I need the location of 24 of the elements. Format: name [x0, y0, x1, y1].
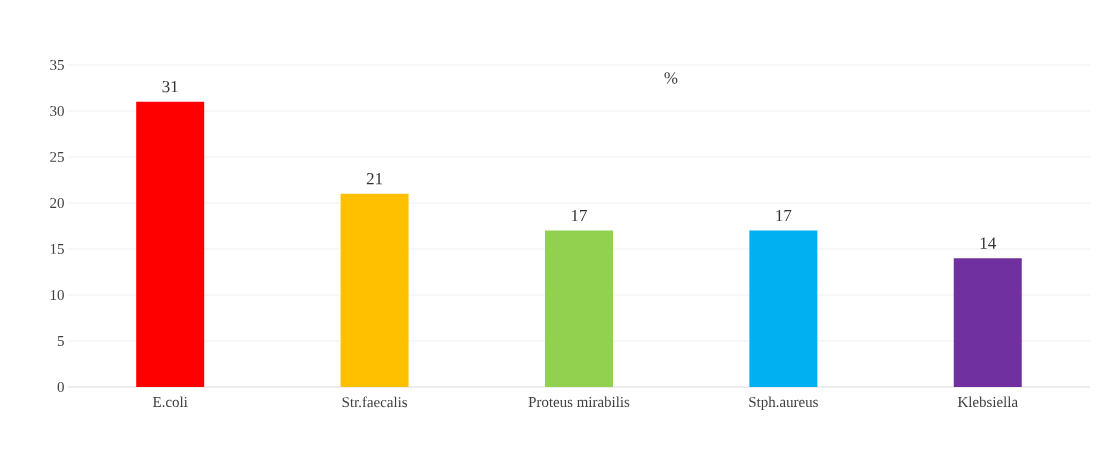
- x-tick-label: E.coli: [153, 396, 188, 408]
- y-tick-label: 25: [50, 151, 64, 163]
- bar: [953, 258, 1022, 387]
- y-tick-label: 35: [50, 59, 64, 71]
- x-tick-label: Proteus mirabilis: [528, 396, 630, 408]
- y-tick-label: 20: [50, 197, 64, 209]
- data-label: 17: [571, 209, 587, 222]
- bar: [544, 230, 613, 387]
- chart-title: %: [664, 72, 678, 84]
- data-label: 21: [366, 173, 383, 185]
- bar: [136, 101, 205, 387]
- data-label: 31: [162, 80, 178, 93]
- x-tick-label: Klebsiella: [957, 396, 1018, 408]
- data-label: 17: [776, 209, 792, 222]
- y-tick-label: 30: [50, 105, 64, 117]
- bar: [749, 230, 818, 387]
- bar: [340, 193, 409, 387]
- x-tick-label: Stph.aureus: [749, 396, 818, 411]
- y-tick-label: 5: [57, 336, 64, 346]
- data-label: 14: [980, 237, 996, 249]
- y-tick-label: 15: [50, 244, 64, 254]
- y-tick-label: 10: [50, 289, 64, 301]
- x-tick-label: Str.faecalis: [342, 396, 408, 408]
- y-tick-label: 0: [57, 381, 64, 393]
